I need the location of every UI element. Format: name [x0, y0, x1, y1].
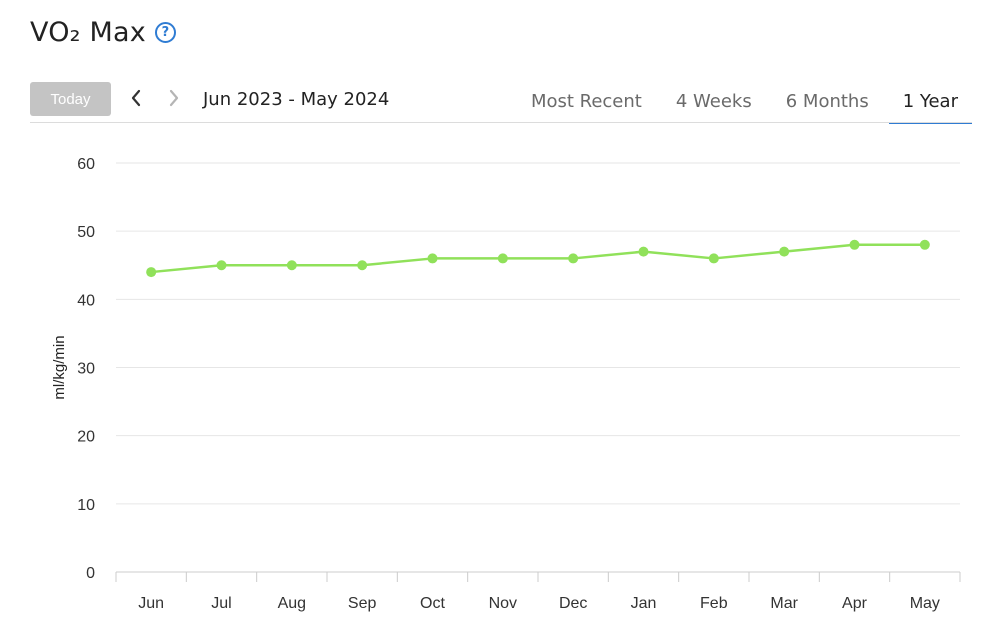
x-tick-label: Jul: [211, 595, 231, 612]
tab-6-months[interactable]: 6 Months: [785, 91, 869, 112]
x-tick-label: Jan: [631, 595, 657, 612]
help-icon[interactable]: ?: [154, 21, 176, 43]
tab-4-weeks[interactable]: 4 Weeks: [675, 91, 752, 112]
x-tick-label: Dec: [559, 595, 587, 612]
data-point[interactable]: [497, 253, 508, 264]
y-tick-label: 50: [77, 224, 95, 241]
tab-1-year[interactable]: 1 Year: [888, 80, 973, 124]
toolbar: Today Jun 2023 - May 2024 Most Recent 4 …: [30, 80, 973, 124]
x-tick-label: Nov: [489, 595, 517, 612]
y-tick-label: 60: [77, 156, 95, 173]
title-row: VO₂ Max ?: [30, 12, 176, 52]
y-tick-label: 10: [77, 497, 95, 514]
y-tick-label: 20: [77, 429, 95, 446]
date-range-label: Jun 2023 - May 2024: [203, 89, 390, 110]
y-tick-label: 30: [77, 361, 95, 378]
chevron-left-icon[interactable]: [126, 86, 146, 110]
x-tick-label: Aug: [278, 595, 306, 612]
data-point[interactable]: [919, 239, 930, 250]
data-point[interactable]: [779, 246, 790, 257]
data-point[interactable]: [427, 253, 438, 264]
data-point[interactable]: [146, 267, 157, 278]
y-axis-label: ml/kg/min: [51, 335, 68, 399]
y-tick-label: 0: [86, 565, 95, 582]
data-point[interactable]: [286, 260, 297, 271]
page-title: VO₂ Max: [30, 16, 146, 48]
data-point[interactable]: [568, 253, 579, 264]
x-tick-label: Mar: [770, 595, 798, 612]
x-tick-label: Oct: [420, 595, 445, 612]
data-point[interactable]: [849, 239, 860, 250]
x-tick-label: Jun: [138, 595, 164, 612]
series-line: [151, 243, 925, 274]
data-point[interactable]: [708, 253, 719, 264]
x-tick-label: May: [910, 595, 940, 612]
today-button[interactable]: Today: [30, 82, 111, 116]
x-tick-label: Apr: [842, 595, 868, 612]
y-tick-label: 40: [77, 292, 95, 309]
vo2-chart: 0 10 20 30 40 50 60 Jun Jul Aug Sep Oct Nov Dec Jan Feb…: [51, 156, 961, 612]
data-point[interactable]: [638, 246, 649, 257]
data-point[interactable]: [357, 260, 368, 271]
toolbar-divider: [30, 122, 972, 123]
x-tick-label: Feb: [700, 595, 728, 612]
data-point[interactable]: [216, 260, 227, 271]
x-tick-label: Sep: [348, 595, 377, 612]
chevron-right-icon[interactable]: [164, 86, 184, 110]
range-tabs: Most Recent 4 Weeks 6 Months 1 Year: [511, 80, 973, 124]
tab-most-recent[interactable]: Most Recent: [530, 91, 642, 112]
